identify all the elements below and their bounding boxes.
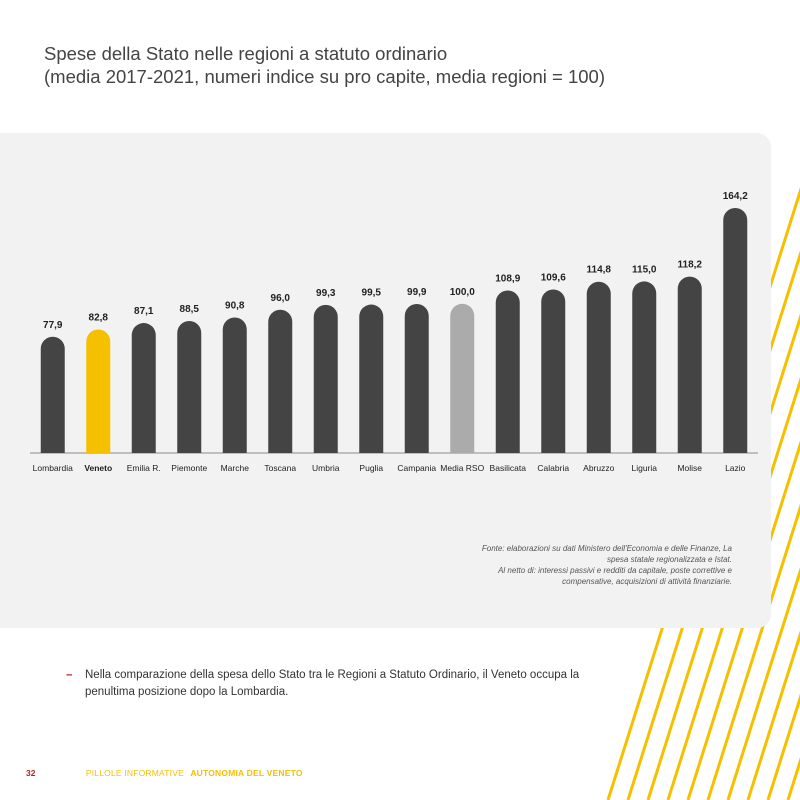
decorative-stripe (706, 503, 800, 800)
page-title: Spese della Stato nelle regioni a statut… (44, 42, 684, 88)
category-tick-label: Lazio (725, 463, 746, 473)
data-label: 114,8 (587, 265, 612, 276)
decorative-stripe (666, 377, 800, 800)
commentary-text: Nella comparazione della spesa dello Sta… (85, 669, 580, 698)
category-tick-label: Liguria (631, 463, 657, 473)
data-label: 88,5 (180, 304, 200, 315)
bar-abruzzo (586, 281, 611, 453)
series-name: AUTONOMIA DEL VENETO (190, 768, 303, 778)
decorative-stripe (786, 757, 800, 800)
category-tick-label: Umbria (312, 463, 340, 473)
category-tick-label: Marche (221, 463, 250, 473)
category-tick-label: Campania (397, 463, 436, 473)
bar-umbria (313, 304, 338, 453)
data-label: 96,0 (271, 293, 291, 304)
data-label: 87,1 (134, 306, 154, 317)
bar-toscana (268, 309, 293, 453)
source-line-4: compensative, acquisizioni di attività f… (562, 577, 732, 586)
bar-veneto (86, 329, 111, 453)
category-tick-label: Lombardia (33, 463, 73, 473)
data-label: 99,9 (407, 287, 427, 298)
bar-emilia-r- (131, 323, 156, 453)
category-tick-label: Emilia R. (127, 463, 161, 473)
source-line-2: spesa statale regionalizzata e Istat. (607, 555, 732, 564)
data-label: 164,2 (723, 191, 748, 202)
title-line-2: (media 2017-2021, numeri indice su pro c… (44, 66, 605, 87)
category-tick-label: Media RSO (440, 463, 484, 473)
data-label: 109,6 (541, 272, 566, 283)
category-tick-label: Calabria (537, 463, 569, 473)
category-tick-label: Molise (677, 463, 702, 473)
bar-lazio (723, 208, 748, 453)
decorative-stripe (686, 440, 800, 800)
bar-liguria (632, 281, 657, 453)
category-tick-label: Basilicata (490, 463, 527, 473)
source-line-3: Al netto di: interessi passivi e redditi… (498, 566, 732, 575)
bar-chart: 77,9 Lombardia 82,8 Veneto 87,1 Emilia R. 88,5… (30, 191, 758, 473)
commentary-note: – Nella comparazione della spesa dello S… (66, 667, 586, 701)
bar-media-rso (450, 303, 475, 453)
bar-basilicata (495, 290, 520, 453)
bar-campania (404, 303, 429, 453)
bar-piemonte (177, 320, 202, 453)
data-label: 99,3 (316, 288, 336, 299)
source-note: Fonte: elaborazioni su dati Ministero de… (402, 543, 732, 587)
category-tick-label: Puglia (359, 463, 383, 473)
decorative-stripe (746, 630, 800, 800)
category-tick-label: Abruzzo (583, 463, 614, 473)
data-label: 115,0 (632, 264, 657, 275)
data-label: 90,8 (225, 301, 245, 312)
bar-molise (677, 276, 702, 453)
decorative-stripe (726, 567, 800, 800)
bar-calabria (541, 289, 566, 453)
publication-name: PILLOLE INFORMATIVE (85, 768, 184, 778)
bullet-dash: – (66, 669, 73, 681)
category-tick-label: Piemonte (171, 463, 207, 473)
source-line-1: Fonte: elaborazioni su dati Ministero de… (481, 544, 732, 553)
data-label: 99,5 (362, 288, 382, 299)
data-label: 108,9 (495, 274, 520, 285)
category-tick-label: Toscana (264, 463, 296, 473)
data-label: 100,0 (450, 287, 475, 298)
category-tick-label: Veneto (84, 463, 112, 473)
data-label: 118,2 (678, 260, 703, 271)
page-footer: 32 PILLOLE INFORMATIVE AUTONOMIA DEL VEN… (26, 768, 303, 778)
bar-marche (222, 317, 247, 453)
data-label: 82,8 (89, 312, 109, 323)
bar-lombardia (40, 336, 65, 453)
page-number: 32 (26, 768, 36, 778)
data-label: 77,9 (43, 320, 63, 331)
bar-puglia (359, 304, 384, 453)
title-line-1: Spese della Stato nelle regioni a statut… (44, 43, 448, 64)
